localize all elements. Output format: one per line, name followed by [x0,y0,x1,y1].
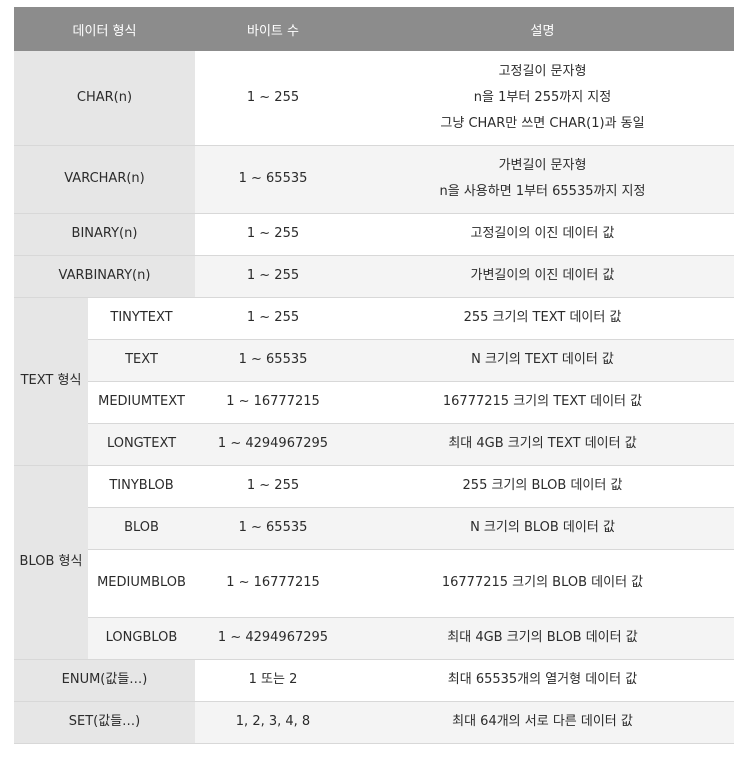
bytes-cell: 1 ~ 255 [195,465,351,508]
table-row: LONGBLOB 1 ~ 4294967295 최대 4GB 크기의 BLOB … [14,617,734,660]
table-row: BINARY(n) 1 ~ 255 고정길이의 이진 데이터 값 [14,213,734,256]
bytes-cell: 1 ~ 16777215 [195,549,351,618]
type-cell: ENUM(값들…) [14,659,195,702]
header-description: 설명 [351,7,734,51]
description-cell: 16777215 크기의 TEXT 데이터 값 [351,381,734,424]
table-row: VARCHAR(n) 1 ~ 65535 가변길이 문자형 n을 사용하면 1부… [14,145,734,214]
table-row: MEDIUMTEXT 1 ~ 16777215 16777215 크기의 TEX… [14,381,734,424]
description-line: 가변길이 문자형 [498,158,587,173]
description-cell: 255 크기의 BLOB 데이터 값 [351,465,734,508]
bytes-cell: 1 ~ 16777215 [195,381,351,424]
subtype-cell: LONGTEXT [88,423,195,466]
header-bytes: 바이트 수 [195,7,351,51]
table-row: LONGTEXT 1 ~ 4294967295 최대 4GB 크기의 TEXT … [14,423,734,466]
bytes-cell: 1 ~ 255 [195,255,351,298]
group-label-text: TEXT 형식 [14,297,88,466]
description-cell: 최대 64개의 서로 다른 데이터 값 [351,701,734,744]
data-type-table-container: 데이터 형식 바이트 수 설명 CHAR(n) 1 ~ 255 고정길이 문자형… [14,7,734,744]
description-line: n을 1부터 255까지 지정 [473,89,612,105]
table-row: TEXT 형식 TINYTEXT 1 ~ 255 255 크기의 TEXT 데이… [14,297,734,466]
description-cell: N 크기의 TEXT 데이터 값 [351,339,734,382]
data-type-table: 데이터 형식 바이트 수 설명 CHAR(n) 1 ~ 255 고정길이 문자형… [14,7,734,744]
bytes-cell: 1 ~ 255 [195,51,351,146]
bytes-cell: 1 ~ 4294967295 [195,423,351,466]
table-row: TEXT 1 ~ 65535 N 크기의 TEXT 데이터 값 [14,339,734,382]
subtype-cell: TEXT [88,339,195,382]
table-row: SET(값들…) 1, 2, 3, 4, 8 최대 64개의 서로 다른 데이터… [14,701,734,744]
description-line: 그냥 CHAR만 쓰면 CHAR(1)과 동일 [440,115,645,131]
bytes-cell: 1 ~ 65535 [195,145,351,214]
subtype-cell: MEDIUMTEXT [88,381,195,424]
description-line: n을 사용하면 1부터 65535까지 지정 [439,184,646,199]
bytes-cell: 1 ~ 65535 [195,339,351,382]
header-data-type: 데이터 형식 [14,7,195,51]
table-row: MEDIUMBLOB 1 ~ 16777215 16777215 크기의 BLO… [14,549,734,618]
subtype-cell: LONGBLOB [88,617,195,660]
description-cell: 가변길이의 이진 데이터 값 [351,255,734,298]
table-row: ENUM(값들…) 1 또는 2 최대 65535개의 열거형 데이터 값 [14,659,734,702]
subtype-cell: TINYTEXT [88,297,195,340]
type-cell: BINARY(n) [14,213,195,256]
description-cell: 고정길이 문자형 n을 1부터 255까지 지정 그냥 CHAR만 쓰면 CHA… [351,51,734,146]
table-row: VARBINARY(n) 1 ~ 255 가변길이의 이진 데이터 값 [14,255,734,298]
subtype-cell: BLOB [88,507,195,550]
group-label-blob: BLOB 형식 [14,465,88,660]
type-cell: SET(값들…) [14,701,195,744]
bytes-cell: 1 또는 2 [195,659,351,702]
table-row: BLOB 형식 TINYBLOB 1 ~ 255 255 크기의 BLOB 데이… [14,465,734,660]
subtype-cell: MEDIUMBLOB [88,549,195,618]
description-cell: 최대 4GB 크기의 TEXT 데이터 값 [351,423,734,466]
table-row: BLOB 1 ~ 65535 N 크기의 BLOB 데이터 값 [14,507,734,550]
description-cell: N 크기의 BLOB 데이터 값 [351,507,734,550]
description-cell: 16777215 크기의 BLOB 데이터 값 [351,549,734,618]
bytes-cell: 1, 2, 3, 4, 8 [195,701,351,744]
type-cell: VARCHAR(n) [14,145,195,214]
type-cell: VARBINARY(n) [14,255,195,298]
description-cell: 최대 4GB 크기의 BLOB 데이터 값 [351,617,734,660]
table-header: 데이터 형식 바이트 수 설명 [14,7,734,51]
description-line: 고정길이 문자형 [498,63,587,79]
subtype-cell: TINYBLOB [88,465,195,508]
type-cell: CHAR(n) [14,51,195,146]
bytes-cell: 1 ~ 255 [195,297,351,340]
bytes-cell: 1 ~ 65535 [195,507,351,550]
description-cell: 고정길이의 이진 데이터 값 [351,213,734,256]
description-cell: 가변길이 문자형 n을 사용하면 1부터 65535까지 지정 [351,145,734,214]
description-cell: 255 크기의 TEXT 데이터 값 [351,297,734,340]
bytes-cell: 1 ~ 4294967295 [195,617,351,660]
table-row: CHAR(n) 1 ~ 255 고정길이 문자형 n을 1부터 255까지 지정… [14,51,734,146]
bytes-cell: 1 ~ 255 [195,213,351,256]
description-cell: 최대 65535개의 열거형 데이터 값 [351,659,734,702]
